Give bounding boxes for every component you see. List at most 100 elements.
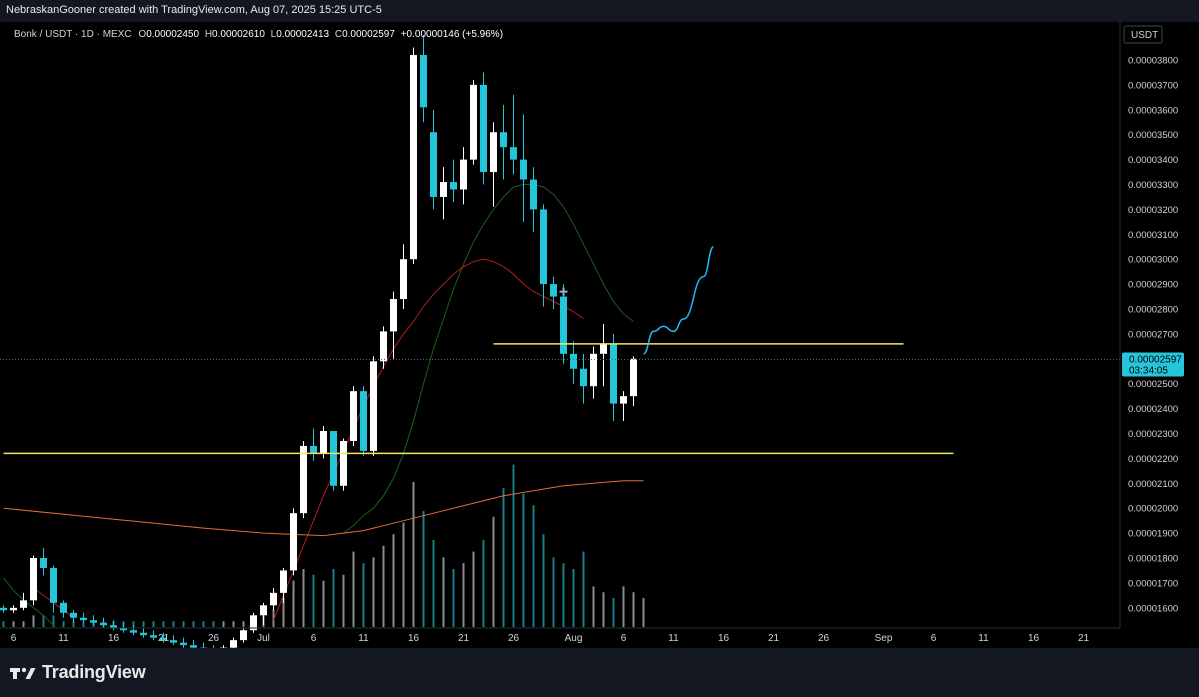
candle-body	[370, 361, 377, 451]
candle-body	[390, 299, 397, 332]
candle	[430, 109, 437, 210]
volume-bar	[312, 574, 315, 627]
price-tick-label: 0.00003800	[1128, 56, 1178, 67]
volume-bar	[412, 482, 415, 627]
volume-bar	[282, 598, 285, 627]
candle	[540, 204, 547, 307]
candle-body	[70, 612, 77, 618]
candle	[180, 637, 187, 648]
volume-bar	[572, 569, 575, 627]
volume-bar	[2, 621, 5, 627]
candle	[300, 440, 307, 519]
candle-body	[80, 617, 87, 621]
volume-bar	[272, 609, 275, 627]
volume-bar	[82, 621, 85, 627]
candle-body	[170, 640, 177, 643]
volume-bar	[202, 621, 205, 627]
candle	[190, 640, 197, 648]
candle-body	[260, 605, 267, 616]
candle-body	[450, 182, 457, 190]
volume-bar	[632, 592, 635, 627]
brand[interactable]: TradingView	[10, 662, 146, 683]
volume-bar	[72, 621, 75, 627]
candle	[480, 72, 487, 185]
volume-bar	[62, 621, 65, 627]
time-tick-label: 11	[58, 633, 69, 644]
volume-bar	[352, 551, 355, 627]
candle	[510, 94, 517, 175]
candle	[250, 612, 257, 633]
time-tick-label: 6	[931, 633, 937, 644]
volume-bar	[292, 580, 295, 627]
candle-body	[320, 431, 327, 454]
volume-bar	[612, 598, 615, 627]
time-tick-label: 26	[208, 633, 220, 644]
volume-bar	[152, 621, 155, 627]
volume-bar	[402, 522, 405, 627]
candle	[40, 548, 47, 576]
symbol-title: Bonk / USDT · 1D · MEXC	[14, 29, 132, 40]
time-tick-label: 26	[508, 633, 520, 644]
last-price-badge-bg	[1122, 352, 1184, 377]
candle	[270, 587, 277, 611]
candle	[110, 620, 117, 631]
candle	[10, 605, 17, 613]
candle	[420, 35, 427, 123]
time-tick-label: 16	[1028, 633, 1040, 644]
volume-bar	[642, 598, 645, 627]
volume-bar	[322, 580, 325, 627]
candle-body	[400, 259, 407, 300]
volume-bar	[492, 516, 495, 627]
candle-body	[420, 55, 427, 108]
candle-body	[310, 445, 317, 454]
volume-bar	[622, 586, 625, 627]
price-tick-label: 0.00002300	[1128, 429, 1178, 440]
close-value: 0.00002597	[342, 29, 395, 40]
volume-bar	[42, 615, 45, 627]
volume-bar	[22, 621, 25, 627]
candle	[520, 114, 527, 222]
volume-bar	[372, 557, 375, 627]
candles	[0, 35, 637, 648]
candle-body	[410, 55, 417, 260]
time-axis[interactable]: 6 11 16 21 26 Jul 6 11 16 21 26 Aug 6 11 16 21 26 Sep 6 11 1…	[11, 633, 1090, 644]
candle-body	[600, 343, 607, 354]
price-tick-label: 0.00001700	[1128, 578, 1178, 589]
sma-slow-line	[3, 480, 644, 537]
attribution-bar: NebraskanGooner created with TradingView…	[0, 0, 1199, 22]
candle	[590, 346, 597, 399]
candle-body	[40, 558, 47, 568]
currency-label[interactable]: USDT	[1131, 30, 1158, 41]
volume-bar	[592, 586, 595, 627]
time-tick-label: 16	[718, 633, 730, 644]
price-tick-label: 0.00003700	[1128, 80, 1178, 91]
volume-bars	[2, 464, 645, 627]
candle-body	[250, 615, 257, 631]
volume-bar	[362, 563, 365, 627]
price-tick-label: 0.00002200	[1128, 454, 1178, 465]
candle	[570, 341, 577, 384]
candle	[390, 291, 397, 359]
legend: Bonk / USDT · 1D · MEXC O0.00002450 H0.0…	[14, 29, 503, 40]
candle	[20, 592, 27, 611]
volume-bar	[442, 557, 445, 627]
candle-body	[490, 132, 497, 173]
price-axis[interactable]: 0.00003800 0.00003700 0.00003600 0.00003500…	[1128, 56, 1178, 615]
price-tick-label: 0.00003100	[1128, 230, 1178, 241]
candle-body	[60, 602, 67, 613]
candle-body	[430, 132, 437, 197]
brand-name: TradingView	[42, 662, 146, 682]
cross-marker	[559, 287, 568, 296]
candle	[200, 642, 207, 648]
time-tick-label: 16	[108, 633, 120, 644]
price-chart[interactable]: Bonk / USDT · 1D · MEXC O0.00002450 H0.0…	[0, 0, 1199, 648]
currency-button[interactable]	[1123, 25, 1163, 44]
volume-bar	[432, 540, 435, 627]
price-tick-label: 0.00003300	[1128, 180, 1178, 191]
candle-body	[150, 635, 157, 638]
volume-bar	[522, 493, 525, 627]
volume-bar	[32, 615, 35, 627]
time-tick-label: 6	[11, 633, 17, 644]
candle	[470, 79, 477, 165]
candle-body	[130, 630, 137, 633]
